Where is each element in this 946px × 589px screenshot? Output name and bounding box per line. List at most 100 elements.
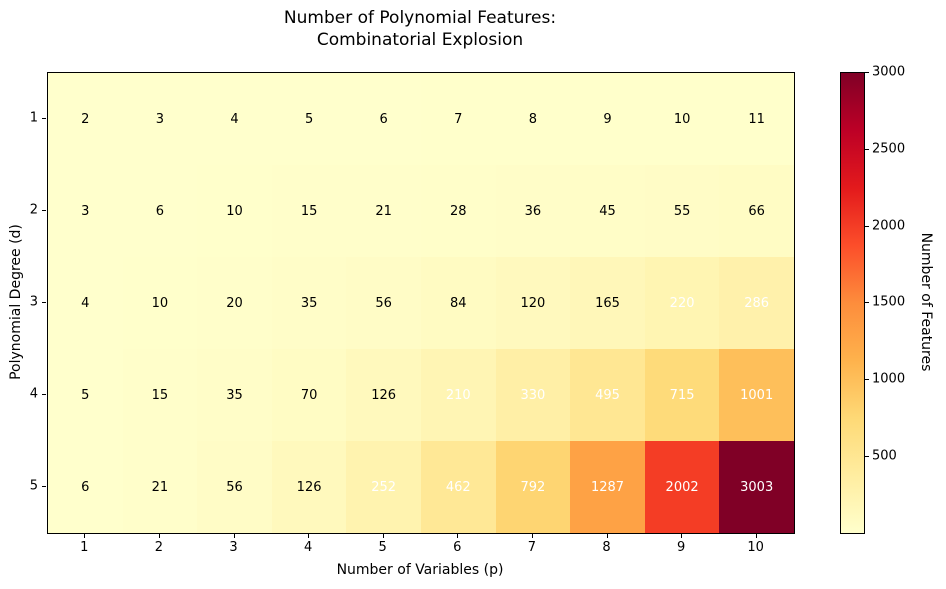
y-tick-mark [42,302,46,303]
x-tick-label: 7 [527,540,537,555]
colorbar [840,72,865,534]
heatmap-cell: 56 [197,441,272,533]
x-tick-label: 9 [676,540,686,555]
heatmap-cell: 1287 [570,441,645,533]
heatmap-cell: 3003 [719,441,794,533]
colorbar-tick-mark [865,225,869,227]
heatmap-cell: 6 [48,441,123,533]
heatmap-cell: 6 [346,73,421,165]
x-tick-label: 5 [378,540,387,555]
heatmap-cell: 35 [271,257,347,349]
colorbar-tick-mark [865,379,869,381]
heatmap-cell: 495 [570,349,645,441]
heatmap-cell: 21 [346,165,421,257]
heatmap-cell: 8 [495,73,571,165]
x-tick-mark [382,534,384,538]
heatmap-cell: 70 [271,349,347,441]
x-tick-mark [158,534,160,538]
heatmap-cell: 35 [197,349,272,441]
y-tick-mark [42,118,46,119]
heatmap-cell: 715 [644,349,720,441]
y-tick-mark [42,210,46,211]
x-tick-label: 3 [229,540,238,555]
colorbar-tick-label: 2500 [872,141,906,157]
colorbar-tick-label: 1500 [872,294,906,310]
colorbar-tick-label: 500 [872,448,897,464]
heatmap-cell: 4 [197,73,272,165]
colorbar-tick-mark [865,149,869,151]
colorbar-tick-label: 1000 [872,371,906,387]
heatmap-cell: 3 [122,73,198,165]
colorbar-tick-mark [865,455,869,457]
x-axis-label: Number of Variables (p) [336,562,504,578]
heatmap-cell: 252 [346,441,421,533]
heatmap-cell: 45 [570,165,645,257]
heatmap-cell: 20 [197,257,272,349]
x-tick-label: 2 [154,540,164,555]
colorbar-label: Number of Features [918,232,934,372]
chart-title: Number of Polynomial Features: Combinato… [283,8,557,50]
x-tick-label: 1 [80,540,89,555]
heatmap-cell: 210 [421,349,496,441]
heatmap-cell: 126 [346,349,421,441]
colorbar-tick-mark [865,302,869,304]
heatmap-cell: 1001 [719,349,794,441]
y-tick-mark [42,394,46,395]
heatmap-cell: 5 [271,73,347,165]
x-tick-mark [681,534,683,538]
heatmap-cell: 120 [495,257,571,349]
heatmap-cell: 7 [421,73,496,165]
x-tick-mark [755,534,757,538]
x-tick-label: 6 [453,540,462,555]
x-tick-mark [84,534,86,538]
heatmap-cell: 55 [644,165,720,257]
heatmap-cell: 21 [122,441,198,533]
x-tick-mark [531,534,533,538]
x-tick-mark [308,534,310,538]
x-tick-mark [233,534,235,538]
y-tick-label: 4 [29,386,38,402]
y-axis-label: Polynomial Degree (d) [8,224,24,380]
heatmap-cell: 11 [719,73,794,165]
heatmap-cell: 792 [495,441,571,533]
heatmap-cell: 10 [644,73,720,165]
heatmap-cell: 165 [570,257,645,349]
heatmap-cell: 286 [719,257,794,349]
heatmap-cell: 3 [48,165,123,257]
heatmap-cell: 56 [346,257,421,349]
heatmap-cell: 220 [644,257,720,349]
heatmap-grid: 2 3 4 5 6 7 8 9 10 11 3 6 10 15 21 28 36 45 55 66 4 10 20 35 56 8… [48,73,794,533]
y-tick-label: 5 [29,478,38,494]
heatmap-cell: 28 [421,165,496,257]
y-tick-label: 1 [29,110,38,126]
heatmap-cell: 126 [271,441,347,533]
heatmap-cell: 330 [495,349,571,441]
y-tick-label: 3 [29,294,38,310]
heatmap-cell: 10 [122,257,198,349]
y-tick-label: 2 [29,202,38,218]
heatmap-cell: 6 [122,165,198,257]
heatmap-cell: 2002 [644,441,720,533]
heatmap-cell: 9 [570,73,645,165]
x-tick-label: 8 [602,540,611,555]
heatmap-cell: 462 [421,441,496,533]
x-tick-label: 10 [747,540,764,555]
y-tick-mark [42,486,46,487]
heatmap-cell: 66 [719,165,794,257]
heatmap-axes: 2 3 4 5 6 7 8 9 10 11 3 6 10 15 21 28 36 45 55 66 4 10 20 35 56 8… [47,72,795,534]
heatmap-cell: 10 [197,165,272,257]
colorbar-gradient [841,73,864,533]
heatmap-cell: 2 [48,73,123,165]
x-tick-mark [606,534,608,538]
heatmap-cell: 4 [48,257,123,349]
heatmap-cell: 36 [495,165,571,257]
colorbar-tick-mark [865,72,869,74]
heatmap-cell: 15 [271,165,347,257]
x-tick-mark [457,534,459,538]
heatmap-cell: 5 [48,349,123,441]
colorbar-tick-label: 3000 [872,64,906,80]
x-tick-label: 4 [303,540,313,555]
heatmap-cell: 84 [421,257,496,349]
heatmap-cell: 15 [122,349,198,441]
